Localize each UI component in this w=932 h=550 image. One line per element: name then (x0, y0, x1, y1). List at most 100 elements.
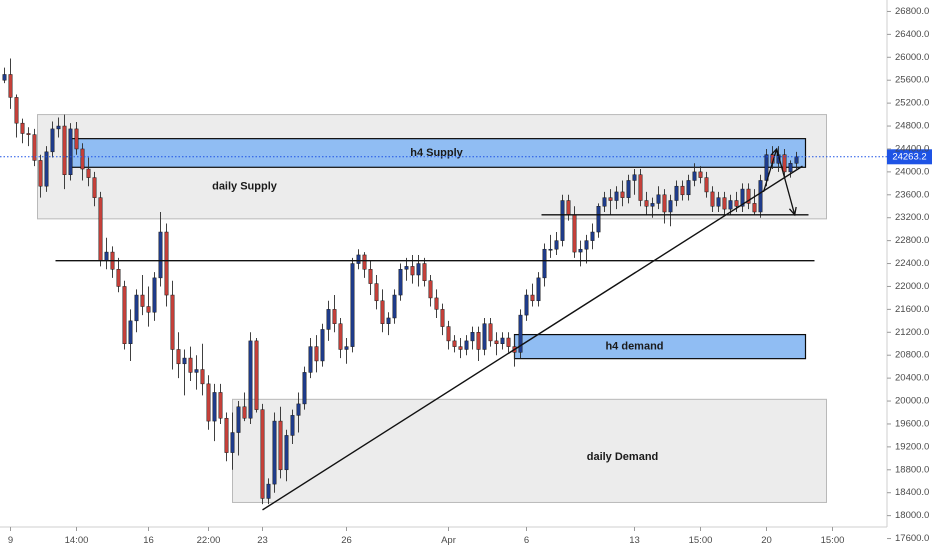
price-axis[interactable]: 17600.0 18000.0 18400.0 18800.0 19200.0 19600… (887, 6, 929, 544)
candle (476, 326, 481, 361)
candle-body-up (302, 372, 307, 405)
candle (74, 122, 79, 155)
candle-body-up (692, 171, 697, 181)
candle (548, 234, 553, 258)
projection-arrow[interactable] (776, 148, 797, 217)
candle-body-down (434, 297, 439, 310)
candle (434, 289, 439, 318)
zone-label: h4 demand (605, 341, 663, 353)
price-tick-label: 24400.0 (895, 143, 929, 154)
candle-body-up (728, 200, 733, 210)
candle (170, 280, 175, 370)
price-tick-label: 18000.0 (895, 510, 929, 521)
candle-body-down (260, 409, 265, 499)
candle (80, 143, 85, 181)
candle-body-up (68, 128, 73, 175)
candle-body-up (350, 263, 355, 347)
candle (26, 127, 31, 147)
candle (554, 232, 559, 255)
candle-body-down (476, 332, 481, 350)
candle-body-down (374, 283, 379, 302)
time-tick-label: 6 (524, 535, 529, 546)
candle (224, 412, 229, 462)
candle (44, 146, 49, 192)
trendline[interactable] (262, 165, 803, 511)
projection-arrow-shaft (762, 148, 778, 193)
candle-body-down (752, 203, 757, 213)
candle-body-up (560, 200, 565, 241)
candle-body-down (530, 294, 535, 302)
arrowhead-icon (788, 206, 797, 217)
candle (656, 186, 661, 210)
candle-body-up (230, 432, 235, 453)
candle (620, 180, 625, 207)
candle (260, 403, 265, 505)
candle (134, 289, 139, 333)
candle-body-up (656, 194, 661, 204)
price-tick-label: 26400.0 (895, 29, 929, 40)
candle-body-up (470, 332, 475, 342)
candle-body-down (338, 323, 343, 350)
candle-body-down (458, 346, 463, 350)
candle (290, 409, 295, 445)
candle-body-down (200, 369, 205, 385)
candle-body-down (704, 177, 709, 193)
candle (236, 401, 241, 456)
time-axis[interactable]: 9 14:00 16 22:00 23 26 Apr 6 13 15:00 20 15:00 (8, 527, 845, 546)
time-tick-label: Apr (441, 535, 456, 546)
candle (332, 295, 337, 333)
candle (308, 338, 313, 379)
candle (404, 257, 409, 281)
zone-labels-layer: daily Supply h4 Supply h4 demand daily Dema… (212, 147, 663, 463)
time-tick-label: 16 (143, 535, 154, 546)
candle-body-down (710, 191, 715, 207)
candle (560, 194, 565, 247)
candle (626, 174, 631, 204)
candle-body-down (176, 349, 181, 365)
candle-body-up (578, 248, 583, 253)
candle-body-down (362, 254, 367, 270)
candle (614, 186, 619, 210)
candle-body-down (86, 168, 91, 178)
candle-body-up (134, 294, 139, 322)
price-tick-label: 23200.0 (895, 212, 929, 223)
candle (374, 275, 379, 310)
candle-body-down (380, 300, 385, 324)
candle-body-down (638, 174, 643, 201)
candle (92, 171, 97, 207)
candle (632, 169, 637, 195)
candle-body-down (80, 148, 85, 170)
price-tick-label: 17600.0 (895, 533, 929, 544)
candle (122, 280, 127, 350)
candle-body-up (482, 323, 487, 350)
candle (158, 211, 163, 287)
candle (140, 275, 145, 316)
candle-body-down (32, 134, 37, 161)
candle-body-up (266, 483, 271, 499)
price-tick-label: 22000.0 (895, 281, 929, 292)
candle-body-down (782, 154, 787, 173)
candle-body-up (794, 156, 799, 164)
time-tick-label: 15:00 (689, 535, 713, 546)
candle-body-down (494, 340, 499, 344)
candle-body-down (242, 406, 247, 419)
candle-body-down (620, 191, 625, 198)
candle-body-up (548, 248, 553, 251)
candle-body-down (8, 74, 13, 98)
candle (596, 203, 601, 238)
price-tick-label: 21600.0 (895, 304, 929, 315)
candle-body-up (50, 128, 55, 153)
candle (440, 303, 445, 336)
time-tick-label: 14:00 (65, 535, 89, 546)
time-tick-label: 23 (257, 535, 268, 546)
candle (356, 249, 361, 270)
candle-body-up (296, 403, 301, 416)
candle (206, 375, 211, 430)
candle (188, 346, 193, 381)
candle-body-up (668, 200, 673, 213)
candle-body-up (758, 180, 763, 213)
candle (398, 263, 403, 301)
candle-body-down (506, 337, 511, 347)
candle (740, 183, 745, 212)
candle (98, 191, 103, 267)
